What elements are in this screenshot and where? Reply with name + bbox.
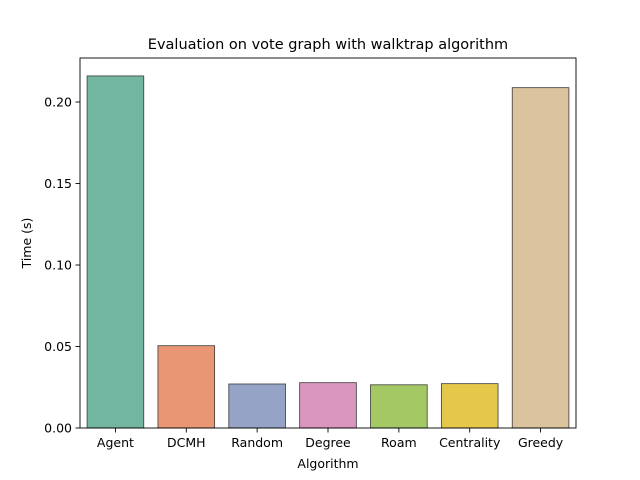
x-axis-label: Algorithm xyxy=(297,456,358,471)
x-tick-label: Greedy xyxy=(518,435,564,450)
x-ticks-group: Agent DCMH Random Degree Roam Centrality Greed… xyxy=(97,428,564,450)
x-tick-label: DCMH xyxy=(167,435,206,450)
x-tick-label: Degree xyxy=(305,435,351,450)
x-tick-label: Random xyxy=(231,435,283,450)
bars-group xyxy=(86,75,570,429)
bar-greedy xyxy=(511,87,570,429)
y-tick-label: 0.20 xyxy=(44,95,72,110)
x-tick-label: Centrality xyxy=(439,435,501,450)
bar-agent xyxy=(86,75,145,429)
y-ticks-group: 0.00 0.05 0.10 0.15 0.20 xyxy=(44,95,80,436)
bar-centrality xyxy=(440,383,499,429)
y-axis-label: Time (s) xyxy=(19,218,34,270)
bar-dcmh xyxy=(157,345,216,429)
chart-title: Evaluation on vote graph with walktrap a… xyxy=(148,37,508,53)
y-tick-label: 0.05 xyxy=(44,339,72,354)
y-tick-label: 0.15 xyxy=(44,176,72,191)
bar-random xyxy=(228,383,286,429)
y-tick-label: 0.10 xyxy=(44,258,72,273)
y-tick-label: 0.00 xyxy=(44,421,72,436)
plot-frame xyxy=(79,57,577,429)
x-tick-label: Agent xyxy=(97,435,134,450)
bar-roam xyxy=(370,384,428,429)
x-tick-label: Roam xyxy=(381,435,417,450)
bar-degree xyxy=(299,382,357,429)
